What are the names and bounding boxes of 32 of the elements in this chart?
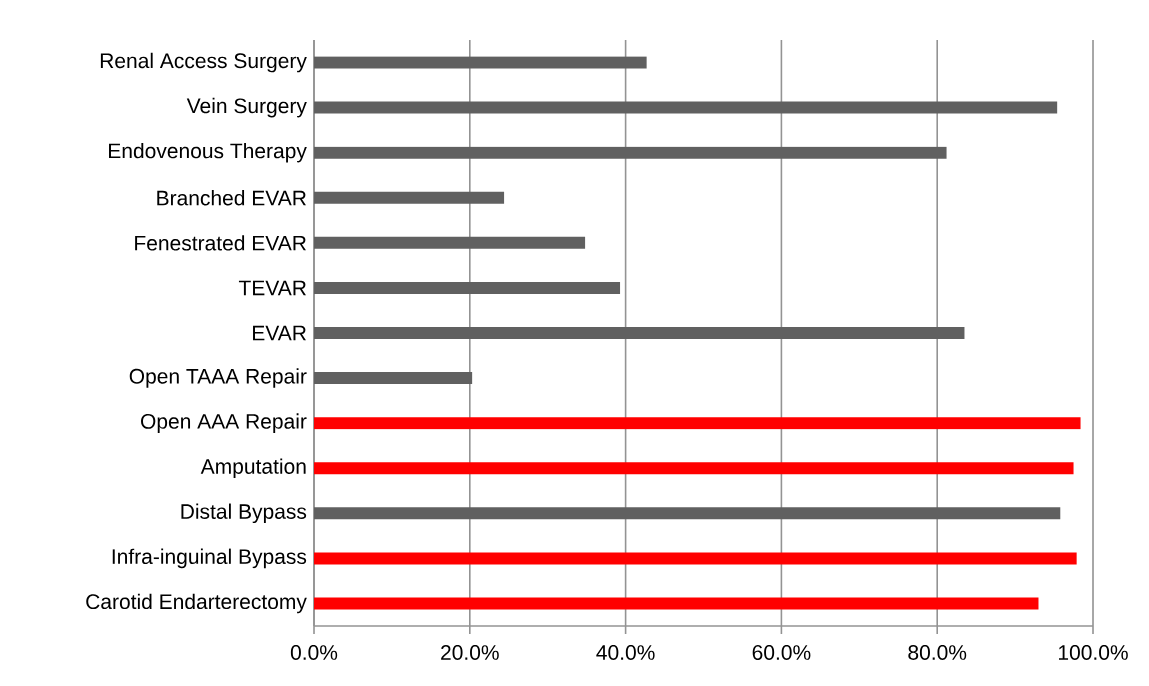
bar (314, 507, 1061, 520)
y-tick-label: Branched EVAR (157, 190, 306, 206)
x-tick-label: 100.0% (1059, 645, 1128, 660)
bar (314, 146, 947, 159)
x-tick-label: 60.0% (752, 645, 811, 660)
bar (314, 236, 586, 249)
y-tick-label: Fenestrated EVAR (135, 235, 306, 251)
y-tick-label: Vein Surgery (186, 97, 307, 118)
y-tick-label: Endovenous Therapy (109, 142, 307, 163)
bar (314, 462, 1074, 475)
y-tick-label: Carotid Endarterectomy (86, 593, 307, 614)
bar (314, 372, 473, 385)
y-tick-label: Open TAAA Repair (129, 368, 307, 388)
y-tick-label: Amputation (200, 458, 306, 479)
y-tick-label: Open AAA Repair (141, 413, 307, 433)
y-tick-label: Distal Bypass (181, 503, 307, 524)
x-tick-label: 80.0% (908, 645, 967, 660)
bar (314, 281, 621, 294)
y-tick-label: Renal Access Surgery (100, 52, 307, 73)
x-tick-label: 20.0% (441, 645, 499, 660)
x-tick-label: 0.0% (290, 645, 338, 660)
bar (314, 191, 505, 204)
y-tick-label: EVAR (253, 325, 306, 341)
bar (314, 417, 1081, 430)
bar (314, 597, 1039, 610)
y-tick-label: TEVAR (238, 280, 306, 296)
bar (314, 327, 965, 340)
bar (314, 56, 647, 69)
bar (314, 101, 1058, 114)
y-tick-label: Infra-inguinal Bypass (112, 548, 307, 569)
x-tick-label: 40.0% (596, 645, 655, 660)
bar (314, 552, 1077, 565)
